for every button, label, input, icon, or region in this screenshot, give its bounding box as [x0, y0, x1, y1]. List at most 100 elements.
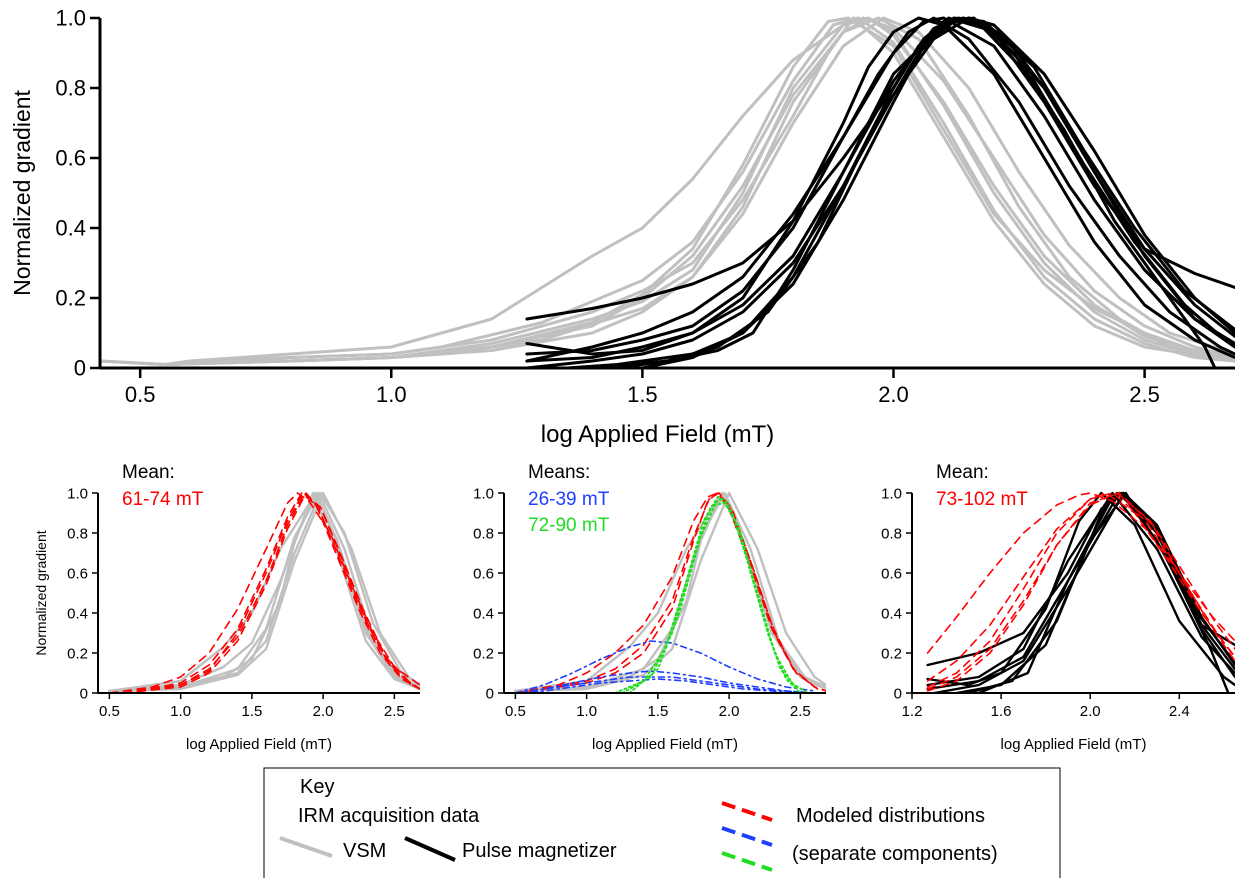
legend-group-label: IRM acquisition data [298, 805, 480, 827]
components-panel-series-model_blue-10 [514, 678, 802, 693]
pulse-panel-y-tick-label: 0.4 [881, 605, 902, 622]
vsm-panel-y-tick-label: 0 [80, 685, 88, 702]
components-panel-series-model_red-6 [514, 492, 819, 693]
main-x-tick-label: 1.5 [627, 382, 658, 407]
legend-vsm-swatch [279, 836, 333, 858]
components-panel-series-vsm-2 [514, 491, 826, 693]
vsm-panel-y-tick-label: 0.8 [67, 525, 88, 542]
components-panel-x-tick-label: 2.5 [790, 703, 811, 720]
pulse-panel-x-tick-label: 1.2 [902, 703, 923, 720]
pulse-panel-chart: 0 0.2 0.4 0.6 0.8 1.0 1.2 1.6 2.0 2.4 log Applied … [881, 462, 1235, 753]
components-panel-y-tick-label: 1.0 [473, 485, 494, 502]
legend: Key IRM acquisition data VSM Pulse magnetiz… [263, 767, 1061, 878]
main-series-pulse-17 [640, 16, 1235, 368]
pulse-panel-means-title: Mean: [936, 462, 989, 483]
components-panel-mean-value: 72-90 mT [528, 515, 610, 536]
pulse-panel-x-label: log Applied Field (mT) [1001, 736, 1147, 753]
legend-model-label: Modeled distributions [796, 805, 985, 827]
legend-model-blue-swatch [721, 826, 773, 847]
components-panel-x-tick-label: 1.5 [647, 703, 668, 720]
components-panel-y-tick-label: 0.6 [473, 565, 494, 582]
main-series-pulse-8 [525, 16, 1235, 321]
vsm-panel-series-vsm-2 [108, 491, 420, 693]
main-y-tick-label: 0 [74, 356, 86, 381]
components-panel-x-tick-label: 1.0 [576, 703, 597, 720]
legend-title: Key [300, 776, 334, 798]
main-series [100, 16, 1235, 368]
components-panel-y-tick-label: 0 [486, 685, 494, 702]
vsm-panel-means-title: Mean: [122, 462, 175, 483]
components-panel-y-tick-label: 0.4 [473, 605, 494, 622]
components-panel-mean-value: 26-39 mT [528, 489, 610, 510]
main-x-label: log Applied Field (mT) [541, 421, 774, 448]
components-panel-series-model_red-5 [514, 492, 816, 693]
legend-components-label: (separate components) [792, 843, 998, 865]
pulse-panel-mean-value: 73-102 mT [936, 489, 1028, 510]
vsm-panel-series [108, 491, 420, 693]
legend-pulse-label: Pulse magnetizer [462, 840, 617, 862]
main-y-tick-label: 1.0 [55, 6, 86, 31]
vsm-panel-series-model_red-9 [122, 492, 420, 693]
main-x-tick-label: 0.5 [125, 382, 156, 407]
main-y-tick-label: 0.8 [55, 76, 86, 101]
components-panel-series-model_blue-7 [514, 640, 816, 693]
pulse-panel-series-pulse-4 [933, 491, 1235, 693]
vsm-panel-chart: 0 0.2 0.4 0.6 0.8 1.0 0.5 1.0 1.5 2.0 2.5 log Appli… [33, 462, 420, 753]
vsm-panel-series-model_red-6 [108, 492, 420, 693]
pulse-panel-x-tick-label: 1.6 [991, 703, 1012, 720]
main-y-tick-label: 0.4 [55, 216, 86, 241]
pulse-panel-y-tick-label: 1.0 [881, 485, 902, 502]
vsm-panel-series-vsm-1 [108, 491, 420, 693]
main-y-label: Normalized gradient [9, 89, 35, 295]
vsm-panel-series-model_red-7 [122, 492, 420, 693]
main-series-vsm-2 [100, 16, 1235, 366]
vsm-panel-x-tick-label: 2.0 [313, 703, 334, 720]
main-series-pulse-16 [525, 16, 1235, 363]
components-panel-series-model_blue-8 [514, 670, 816, 693]
pulse-panel-series-model_red-12 [926, 492, 1235, 692]
components-panel-series-model_green-13 [628, 502, 802, 693]
main-chart: 0 0.2 0.4 0.6 0.8 1.0 0.5 1.0 1.5 2.0 2.5 log Appli… [9, 6, 1235, 448]
vsm-panel-x-tick-label: 1.0 [170, 703, 191, 720]
main-series-pulse-14 [590, 16, 1235, 368]
vsm-panel-x-tick-label: 0.5 [99, 703, 120, 720]
components-panel-chart: 0 0.2 0.4 0.6 0.8 1.0 0.5 1.0 1.5 2.0 2.5 log Appli… [473, 462, 826, 753]
pulse-panel-x-tick-label: 2.4 [1169, 703, 1190, 720]
vsm-panel-y-tick-label: 0.6 [67, 565, 88, 582]
main-series-pulse-15 [565, 16, 1217, 368]
vsm-panel-y-label: Normalized gradient [33, 530, 49, 655]
pulse-panel-x-tick-label: 2.0 [1080, 703, 1101, 720]
main-y-tick-label: 0.6 [55, 146, 86, 171]
main-series-vsm-4 [163, 16, 1235, 366]
main-x-tick-label: 1.0 [376, 382, 407, 407]
pulse-panel-y-tick-label: 0.2 [881, 645, 902, 662]
components-panel-y-tick-label: 0.2 [473, 645, 494, 662]
components-panel-series [514, 491, 826, 693]
main-x-tick-label: 2.5 [1129, 382, 1160, 407]
vsm-panel-series-model_red-8 [122, 492, 420, 693]
main-x-tick-label: 2.0 [878, 382, 909, 407]
vsm-panel-series-vsm-5 [108, 491, 420, 693]
components-panel-x-label: log Applied Field (mT) [592, 736, 738, 753]
vsm-panel-y-tick-label: 1.0 [67, 485, 88, 502]
legend-model-red-swatch [721, 801, 773, 822]
pulse-panel-series-model_red-8 [926, 492, 1235, 654]
pulse-panel-y-tick-label: 0.8 [881, 525, 902, 542]
vsm-panel-series-vsm-4 [108, 491, 420, 693]
legend-vsm-label: VSM [343, 840, 386, 862]
legend-box [263, 767, 1061, 878]
vsm-panel-y-tick-label: 0.2 [67, 645, 88, 662]
vsm-panel-y-tick-label: 0.4 [67, 605, 88, 622]
pulse-panel-series-model_red-11 [926, 492, 1235, 690]
main-series-vsm-6 [163, 16, 1235, 366]
vsm-panel-series-vsm-3 [108, 491, 420, 693]
vsm-panel-series-model_red-10 [122, 492, 420, 693]
components-panel-series-model_blue-9 [514, 676, 816, 693]
main-series-vsm-5 [163, 16, 1235, 366]
legend-model-green-swatch [721, 851, 773, 872]
vsm-panel-x-tick-label: 1.5 [241, 703, 262, 720]
vsm-panel-x-label: log Applied Field (mT) [186, 736, 332, 753]
main-series-pulse-10 [525, 16, 1235, 356]
components-panel-y-tick-label: 0.8 [473, 525, 494, 542]
